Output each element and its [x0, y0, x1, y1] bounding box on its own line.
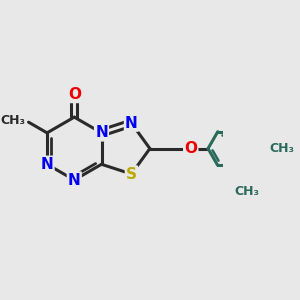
Text: N: N	[125, 116, 138, 130]
Text: S: S	[126, 167, 137, 182]
Text: O: O	[184, 141, 197, 156]
Text: N: N	[41, 157, 53, 172]
Text: N: N	[68, 172, 81, 188]
Text: CH₃: CH₃	[1, 113, 26, 127]
Text: O: O	[68, 87, 81, 102]
Text: CH₃: CH₃	[235, 185, 260, 198]
Text: N: N	[95, 125, 108, 140]
Text: CH₃: CH₃	[269, 142, 294, 155]
